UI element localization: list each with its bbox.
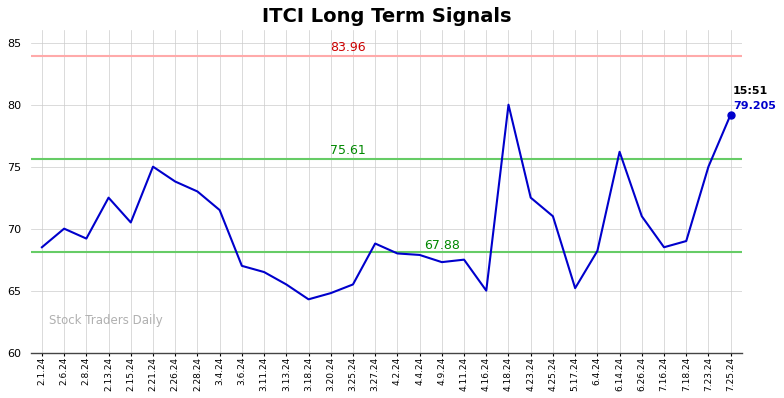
Point — [724, 111, 737, 118]
Text: 75.61: 75.61 — [330, 144, 365, 157]
Text: 67.88: 67.88 — [424, 240, 460, 252]
Text: 83.96: 83.96 — [330, 41, 365, 54]
Text: Stock Traders Daily: Stock Traders Daily — [49, 314, 162, 327]
Text: 15:51: 15:51 — [733, 86, 768, 96]
Title: ITCI Long Term Signals: ITCI Long Term Signals — [262, 7, 511, 26]
Text: 79.205: 79.205 — [733, 101, 775, 111]
